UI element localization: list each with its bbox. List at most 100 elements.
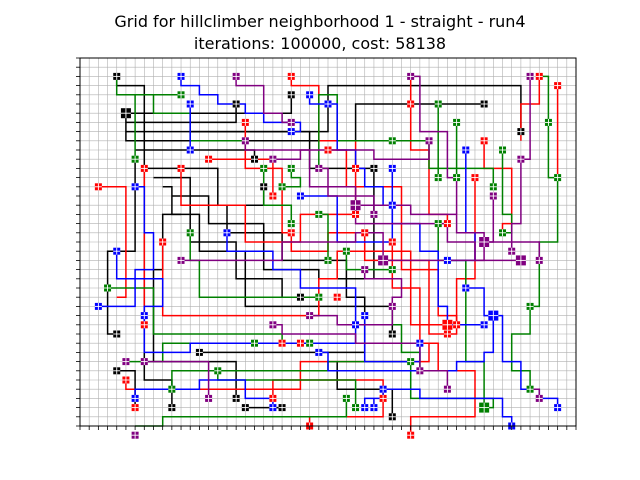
gate-blue <box>186 146 194 154</box>
gate-red <box>480 137 488 145</box>
wire-purple <box>419 370 449 390</box>
wire-black <box>336 361 394 417</box>
gate-green <box>104 284 112 292</box>
wire-blue <box>180 76 302 133</box>
wire-black <box>125 84 522 133</box>
gate-blue <box>94 302 102 310</box>
gate-purple <box>205 394 213 402</box>
gate-purple <box>177 256 185 264</box>
gate-purple <box>407 72 415 80</box>
gate-black <box>241 404 249 412</box>
gate-green <box>499 229 507 237</box>
gate-green <box>342 394 350 402</box>
gate-large-purple <box>515 255 526 266</box>
wire-red <box>447 177 476 335</box>
wire-green <box>345 251 393 271</box>
wire-purple <box>244 140 357 206</box>
wire-green <box>318 213 329 261</box>
gate-layer <box>94 72 562 439</box>
gate-purple <box>370 210 378 218</box>
gate-purple <box>443 385 451 393</box>
wire-purple <box>363 269 403 307</box>
gate-green <box>526 302 534 310</box>
gate-red <box>296 339 304 347</box>
gate-purple <box>535 256 543 264</box>
wire-black <box>135 149 256 160</box>
gate-green <box>499 146 507 154</box>
gate-red <box>443 330 451 338</box>
gate-green <box>434 220 442 228</box>
plot-frame <box>79 57 577 427</box>
gate-red <box>140 321 148 329</box>
gate-red <box>352 164 360 172</box>
gate-blue <box>554 404 562 412</box>
wire-purple <box>144 360 210 399</box>
gate-red <box>388 238 396 246</box>
gate-purple <box>306 312 314 320</box>
gate-red <box>205 155 213 163</box>
gate-red <box>535 72 543 80</box>
gate-large-purple <box>479 237 490 247</box>
gate-purple <box>425 137 433 145</box>
gate-purple <box>388 302 396 310</box>
gate-green <box>287 220 295 228</box>
gate-green <box>324 256 332 264</box>
gate-purple <box>269 321 277 329</box>
gate-green <box>306 339 314 347</box>
wire-purple <box>520 76 531 160</box>
gate-large-black <box>120 108 131 119</box>
gate-black <box>260 183 268 191</box>
gate-blue <box>131 183 139 191</box>
gate-green <box>554 174 562 182</box>
gate-red <box>471 174 479 182</box>
gate-purple <box>131 431 139 439</box>
wire-blue <box>328 103 393 206</box>
gate-green <box>177 91 185 99</box>
gate-green <box>251 339 259 347</box>
gate-red <box>324 146 332 154</box>
gate-purple <box>269 155 277 163</box>
gate-red <box>140 164 148 172</box>
gate-blue <box>140 312 148 320</box>
gate-purple <box>241 137 249 145</box>
gate-red <box>443 220 451 228</box>
gate-red <box>453 321 461 329</box>
gate-green <box>453 118 461 126</box>
gate-blue <box>306 91 314 99</box>
gate-green <box>214 367 222 375</box>
gate-large-green <box>479 402 490 413</box>
gate-black <box>232 100 240 108</box>
gate-red <box>333 293 341 301</box>
gate-large-purple <box>350 200 361 211</box>
gate-red <box>287 229 295 237</box>
wire-blue <box>383 388 513 426</box>
gate-purple <box>287 118 295 126</box>
gate-black <box>480 100 488 108</box>
gate-red <box>278 339 286 347</box>
gate-purple <box>140 358 148 366</box>
gate-green <box>434 174 442 182</box>
gate-blue <box>287 128 295 136</box>
wire-purple <box>272 140 430 160</box>
gate-blue <box>462 146 470 154</box>
chart-title-line2: iterations: 100000, cost: 58138 <box>193 34 447 53</box>
wire-blue <box>226 232 357 325</box>
wire-red <box>483 140 513 233</box>
wire-green <box>510 306 531 390</box>
gate-red <box>287 72 295 80</box>
wire-layer <box>98 75 559 436</box>
gate-green <box>489 183 497 191</box>
gate-blue <box>379 385 387 393</box>
gate-black <box>370 164 378 172</box>
gate-purple <box>508 247 516 255</box>
gate-blue <box>462 284 470 292</box>
gate-red <box>379 394 387 402</box>
gate-green <box>526 385 534 393</box>
wire-purple <box>235 76 292 124</box>
gate-blue <box>443 256 451 264</box>
wire-green <box>530 122 559 308</box>
wire-blue <box>493 314 559 408</box>
gate-green <box>434 100 442 108</box>
gate-blue <box>388 164 396 172</box>
